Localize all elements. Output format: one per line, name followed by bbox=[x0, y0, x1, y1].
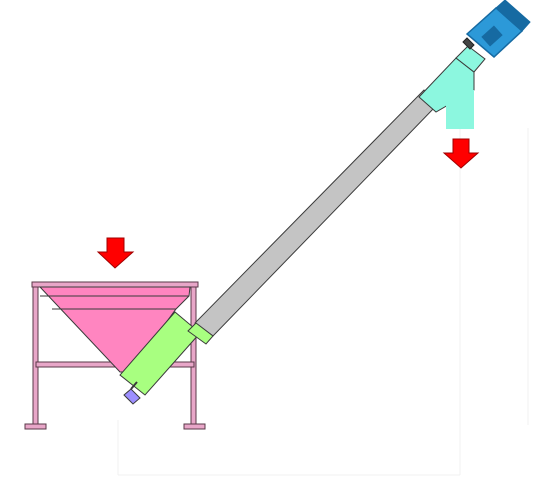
frame-left-leg bbox=[32, 286, 39, 426]
bearing-shaft bbox=[130, 381, 138, 390]
discharge-chute bbox=[446, 90, 474, 129]
discharge-arrow bbox=[442, 138, 480, 169]
drive-motor bbox=[462, 0, 531, 59]
background-guides bbox=[117, 128, 529, 476]
frame-left-foot bbox=[24, 423, 47, 430]
inlet-housing bbox=[119, 311, 214, 396]
infeed-arrow bbox=[96, 237, 135, 269]
conveyor-tube bbox=[194, 89, 437, 337]
motor-fan-cover bbox=[495, 0, 531, 32]
motor-coupling bbox=[462, 37, 475, 50]
motor-terminal-box bbox=[481, 25, 503, 47]
frame-right-foot bbox=[183, 423, 206, 430]
frame-top-rail bbox=[31, 281, 199, 288]
feed-hopper bbox=[38, 286, 191, 373]
discharge-flange bbox=[455, 45, 486, 73]
end-bearing bbox=[123, 381, 141, 405]
frame-right-leg bbox=[190, 286, 197, 426]
inlet-collar bbox=[187, 322, 214, 345]
discharge-housing bbox=[418, 45, 486, 129]
